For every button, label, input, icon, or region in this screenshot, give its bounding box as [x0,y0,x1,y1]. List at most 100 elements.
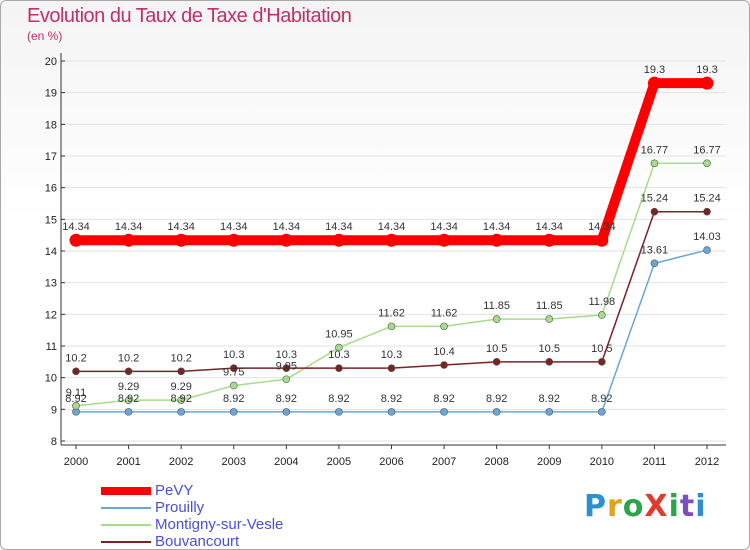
data-point [229,381,238,390]
legend-item-pevy[interactable]: PeVY [101,482,361,499]
data-point [650,159,659,168]
data-label: 9.75 [223,367,244,379]
x-tick-label: 2004 [274,456,298,468]
x-tick-label: 2006 [379,456,403,468]
data-label: 10.2 [118,352,139,364]
data-label: 13.61 [641,244,669,256]
data-point [122,233,136,247]
data-label: 16.77 [641,144,669,156]
x-tick-label: 2000 [64,456,88,468]
x-tick-label: 2002 [169,456,193,468]
data-point [440,322,448,331]
y-tick-label: 8 [51,436,57,448]
data-label: 8.92 [591,393,612,405]
data-label: 10.3 [381,349,402,361]
data-point [335,364,343,372]
chart-subtitle: (en %) [27,29,63,43]
legend-swatch-pevy [101,487,151,495]
logo-letter: r [607,489,623,524]
data-label: 10.3 [328,349,349,361]
data-point [437,233,451,247]
y-tick-label: 9 [51,404,57,416]
logo-letter: X [644,489,669,524]
data-label: 8.92 [486,393,507,405]
data-point [490,233,504,247]
data-point [229,364,238,372]
data-point [545,315,554,323]
data-label: 15.24 [693,193,721,205]
data-point [282,375,291,384]
data-label: 14.34 [535,221,563,233]
data-point [335,408,343,416]
data-point [387,408,396,416]
data-point [703,207,711,216]
y-tick-label: 14 [45,246,57,258]
data-point [703,246,711,254]
data-point [177,408,185,416]
data-label: 8.92 [118,393,139,405]
x-tick-label: 2005 [327,456,351,468]
y-tick-label: 18 [45,119,57,131]
data-label: 9.95 [276,360,297,372]
data-label: 14.03 [693,231,721,243]
data-label: 16.77 [693,144,721,156]
data-label: 14.34 [220,221,248,233]
legend-item-montigny[interactable]: Montigny-sur-Vesle [101,516,361,533]
data-point [69,233,83,247]
data-point [279,233,293,247]
data-point [387,364,396,372]
data-point [647,76,661,90]
x-tick-label: 2001 [116,456,140,468]
data-point [282,364,291,372]
data-point [124,408,133,416]
data-label: 10.3 [276,349,297,361]
data-label: 9.29 [118,381,139,393]
data-point [598,358,606,366]
data-label: 14.34 [430,221,458,233]
data-point [229,408,238,416]
data-label: 10.5 [591,343,612,355]
data-point [700,76,714,90]
data-label: 15.24 [641,193,669,205]
y-tick-label: 15 [45,214,57,226]
data-point [492,315,501,323]
y-tick-label: 16 [45,183,57,195]
data-point [595,233,609,247]
series-line-pevy [76,78,707,246]
legend-swatch-montigny [101,524,151,526]
chart-title: Evolution du Taux de Taxe d'Habitation [27,5,352,27]
legend-item-prouilly[interactable]: Prouilly [101,499,361,516]
data-label: 8.92 [223,393,244,405]
legend-label-bouvancourt: Bouvancourt [155,533,240,550]
data-label: 11.98 [588,296,615,308]
data-label: 14.34 [62,221,90,233]
data-point [492,408,501,416]
data-label: 9.11 [66,387,87,399]
legend-label-prouilly: Prouilly [155,499,205,516]
legend-label-montigny: Montigny-sur-Vesle [155,516,284,533]
legend-swatch-prouilly [101,507,151,509]
logo-letter: o [622,489,645,524]
x-tick-label: 2012 [695,456,719,468]
data-label: 10.2 [170,352,191,364]
x-tick-label: 2007 [432,456,456,468]
data-label: 8.92 [65,393,86,405]
data-point [124,396,133,404]
legend-item-bouvancourt[interactable]: Bouvancourt [101,533,361,550]
data-point [545,408,554,416]
y-tick-label: 11 [46,341,57,353]
y-tick-label: 17 [45,151,57,163]
data-label: 19.3 [644,64,665,76]
data-point [385,233,398,247]
proxiti-logo: ProXiti [584,489,707,524]
data-label: 14.34 [273,221,301,233]
y-tick-label: 12 [45,309,57,321]
data-label: 11.85 [536,300,563,312]
data-point [332,233,346,247]
data-label: 19.3 [696,64,717,76]
logo-letter: i [695,489,707,524]
data-label: 14.34 [483,221,511,233]
logo-letter: i [668,489,680,524]
data-label: 9.29 [170,381,191,393]
